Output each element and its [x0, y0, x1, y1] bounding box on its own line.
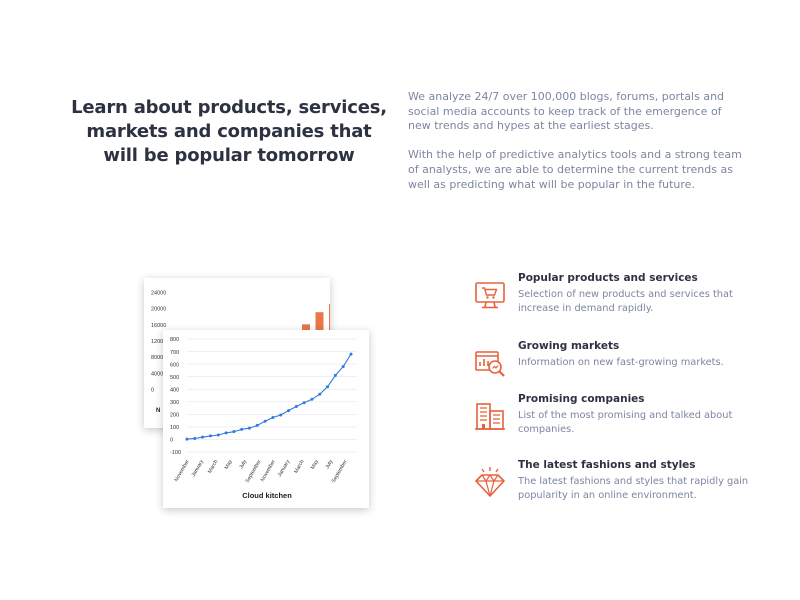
data-point	[318, 392, 322, 396]
diamond-icon	[475, 467, 505, 497]
x-axis-title: N	[156, 408, 160, 414]
x-tick-label: March	[293, 459, 305, 475]
x-tick-label: May	[224, 459, 234, 471]
y-tick-label: -100	[170, 450, 181, 456]
data-point	[326, 385, 330, 389]
series-line	[186, 353, 352, 440]
x-tick-label: July	[238, 459, 248, 470]
x-tick-label: November	[174, 459, 191, 483]
y-tick-label: 0	[151, 388, 154, 394]
data-point	[287, 409, 291, 413]
x-tick-label: July	[325, 459, 335, 470]
data-point	[201, 435, 205, 439]
y-tick-label: 0	[170, 438, 173, 444]
page-headline: Learn about products, services, markets …	[71, 97, 387, 166]
y-tick-label: 400	[170, 387, 179, 393]
feature-title: Promising companies	[518, 393, 645, 405]
feature-description: List of the most promising and talked ab…	[518, 410, 733, 435]
feature-title: Growing markets	[518, 340, 620, 352]
data-point	[247, 426, 251, 430]
y-tick-label: 100	[170, 425, 179, 431]
y-tick-label: 8000	[151, 355, 163, 361]
intro-paragraph-1: We analyze 24/7 over 100,000 blogs, foru…	[408, 90, 725, 133]
x-tick-label: March	[207, 459, 219, 475]
data-point	[302, 401, 306, 405]
data-point	[193, 436, 197, 440]
data-point	[341, 365, 345, 369]
y-tick-label: 24000	[151, 291, 166, 297]
office-building-icon	[475, 403, 505, 430]
y-tick-label: 4000	[151, 371, 163, 377]
feature-title: Popular products and services	[518, 272, 698, 284]
x-tick-label: May	[310, 459, 320, 471]
data-point	[255, 423, 259, 427]
y-tick-label: 200	[170, 413, 179, 419]
x-tick-label: January	[277, 459, 292, 478]
x-axis-title: Cloud kitchen	[242, 491, 292, 500]
data-point	[294, 405, 298, 409]
y-tick-label: 16000	[151, 323, 166, 329]
feature-title: The latest fashions and styles	[518, 459, 696, 471]
feature-description: Selection of new products and services t…	[518, 289, 733, 314]
feature-description: Information on new fast-growing markets.	[518, 357, 724, 368]
data-point	[333, 373, 337, 377]
y-tick-label: 600	[170, 362, 179, 368]
data-point	[224, 431, 228, 435]
y-tick-label: 20000	[151, 307, 166, 313]
data-point	[349, 352, 353, 356]
data-point	[232, 430, 236, 434]
y-tick-label: 500	[170, 375, 179, 381]
data-point	[279, 413, 283, 417]
data-point	[208, 434, 212, 438]
line-chart-card: 800 700 600 500 400 300 200 100 0 -100 November Jan…	[163, 330, 369, 508]
data-point	[185, 437, 189, 441]
monitor-cart-icon	[475, 282, 505, 309]
data-point	[216, 433, 220, 437]
intro-text: We analyze 24/7 over 100,000 blogs, foru…	[408, 90, 743, 206]
intro-paragraph-2: With the help of predictive analytics to…	[408, 148, 742, 191]
x-tick-label: January	[191, 459, 206, 478]
data-point	[271, 415, 275, 419]
y-tick-label: 800	[170, 337, 179, 343]
data-point	[240, 427, 244, 431]
market-magnifier-icon	[475, 351, 505, 377]
y-tick-label: 300	[170, 400, 179, 406]
feature-description: The latest fashions and styles that rapi…	[518, 476, 749, 501]
data-point	[310, 397, 314, 401]
data-point	[263, 419, 267, 423]
x-tick-label: November	[260, 459, 277, 483]
y-tick-label: 700	[170, 350, 179, 356]
y-tick-label: 12000	[151, 339, 166, 345]
